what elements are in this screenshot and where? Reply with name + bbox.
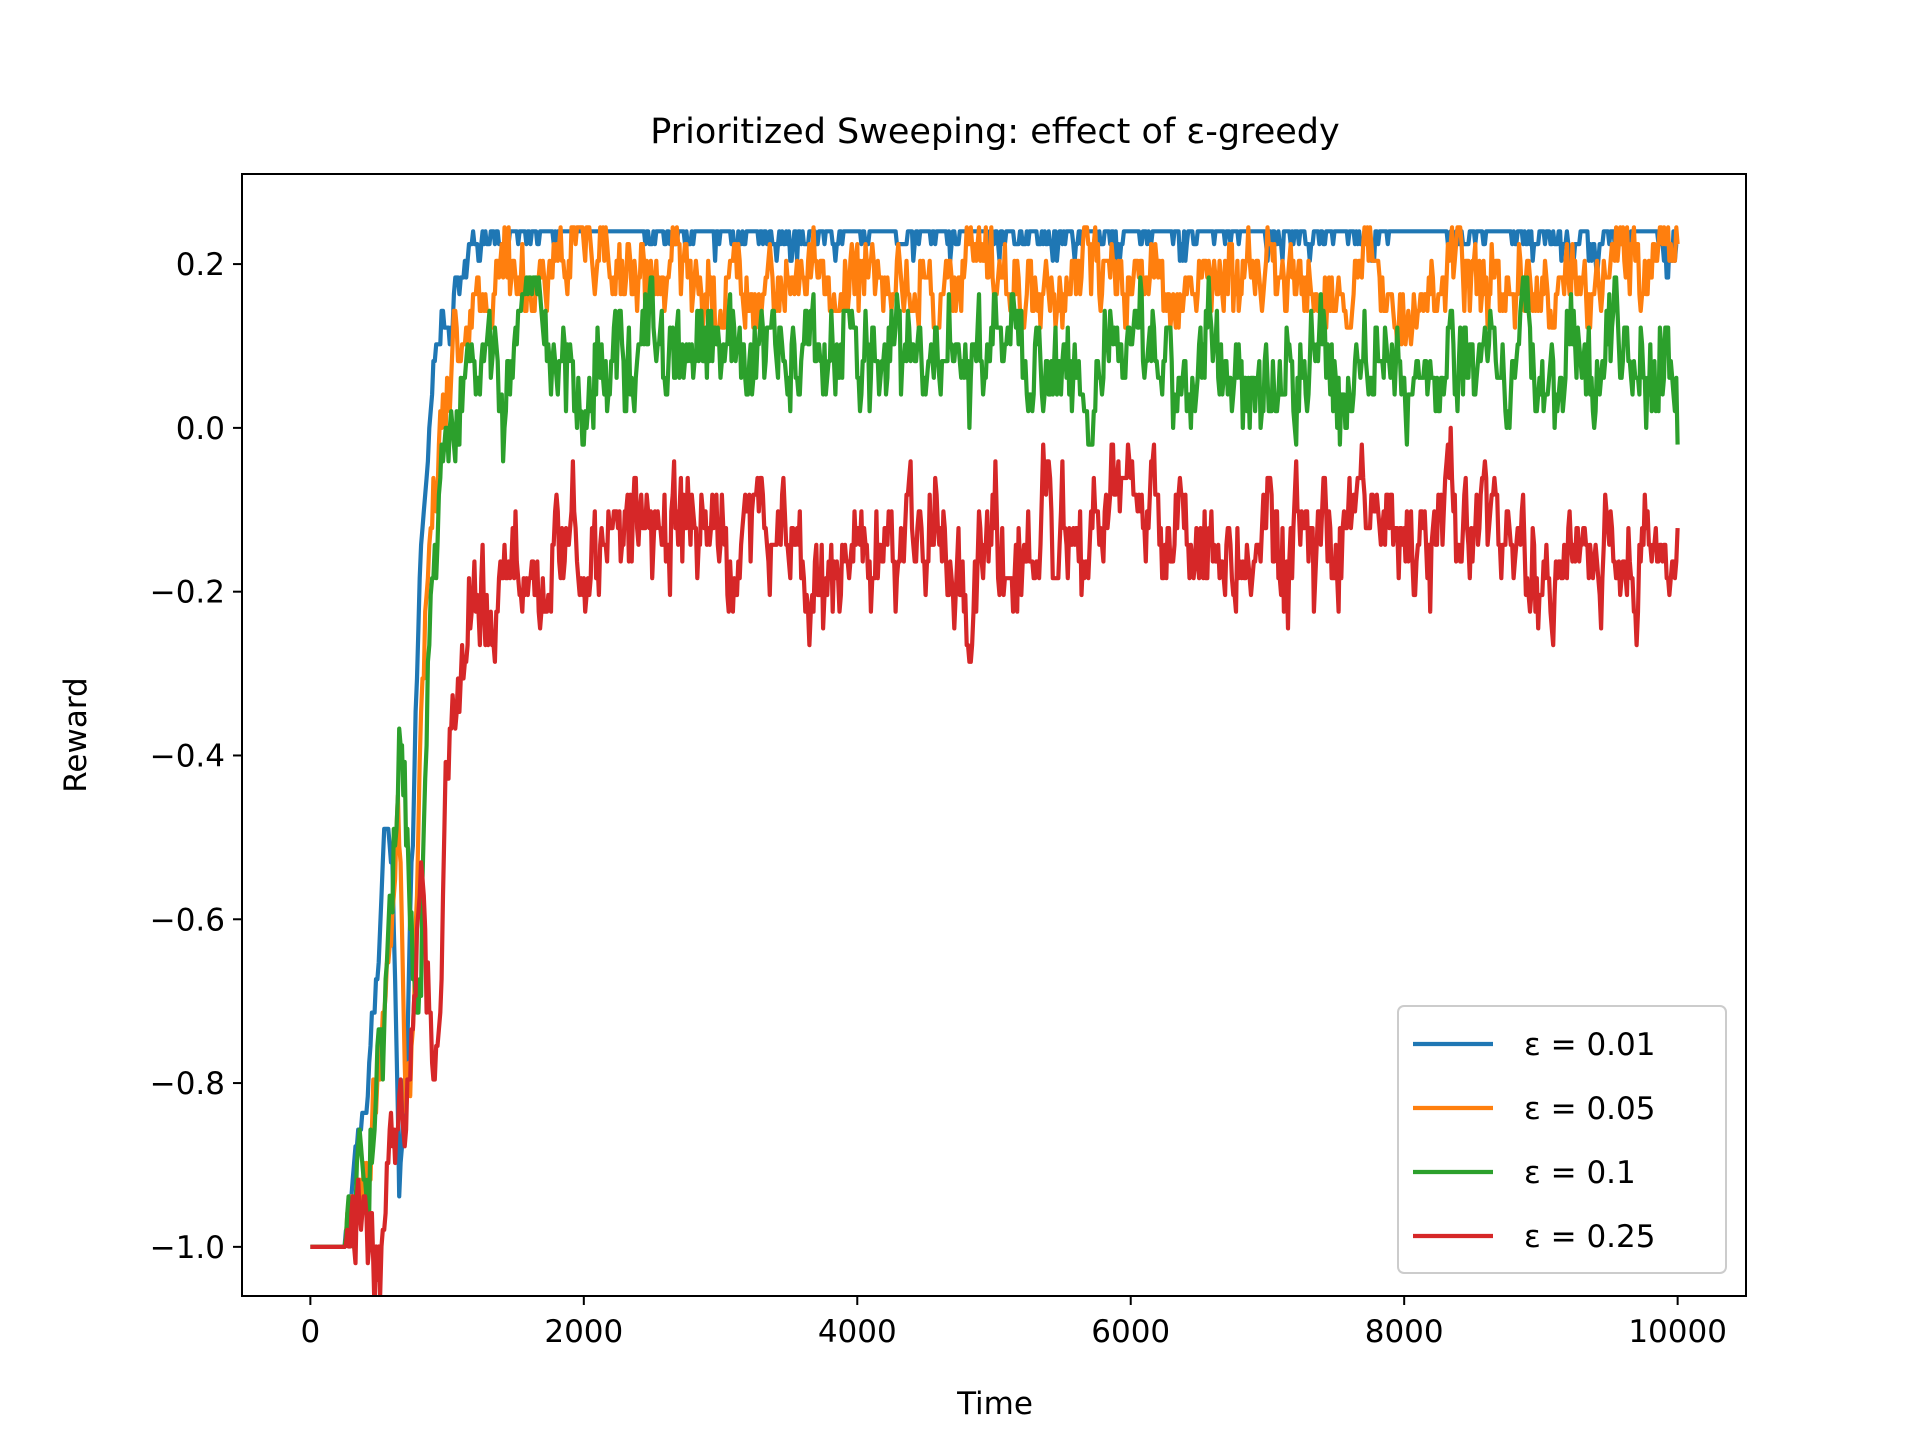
x-tick-label: 6000: [1091, 1314, 1170, 1350]
y-tick-label: 0.0: [176, 411, 225, 447]
plot-frame: [241, 173, 1747, 1297]
x-axis-label: Time: [956, 1386, 1033, 1422]
y-tick-label: −0.4: [150, 738, 225, 774]
x-tick-label: 8000: [1365, 1314, 1444, 1350]
y-tick-label: −0.2: [150, 575, 225, 611]
y-tick-label: 0.2: [176, 247, 225, 283]
series-line-2: [309, 275, 1680, 1249]
x-tick-label: 4000: [818, 1314, 897, 1350]
chart-title: Prioritized Sweeping: effect of ε-greedy: [650, 112, 1340, 152]
x-axis: 0 2000 4000 6000 8000 10000: [300, 1296, 1727, 1350]
y-axis: −1.0 −0.8 −0.6 −0.4 −0.2 0.0 0.2: [150, 247, 242, 1266]
x-tick-label: 0: [300, 1314, 320, 1350]
y-tick-label: −0.6: [150, 902, 225, 938]
x-tick-label: 10000: [1628, 1314, 1727, 1350]
series-layer: [309, 225, 1680, 1296]
legend-box: [1397, 1005, 1727, 1274]
legend: ε = 0.01 ε = 0.05 ε = 0.1 ε = 0.25: [1397, 1005, 1727, 1274]
legend-label-2: ε = 0.1: [1524, 1155, 1636, 1191]
series-line-3: [309, 425, 1680, 1296]
legend-label-1: ε = 0.05: [1524, 1091, 1655, 1127]
y-tick-label: −1.0: [150, 1230, 225, 1266]
y-axis-label: Reward: [58, 677, 94, 792]
legend-label-3: ε = 0.25: [1524, 1219, 1655, 1255]
y-tick-label: −0.8: [150, 1066, 225, 1102]
legend-label-0: ε = 0.01: [1524, 1027, 1655, 1063]
x-tick-label: 2000: [544, 1314, 623, 1350]
